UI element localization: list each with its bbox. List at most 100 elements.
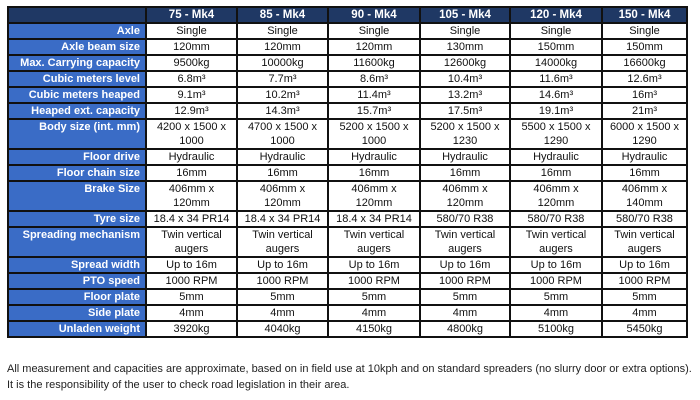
footnote-line-2: It is the responsibility of the user to … bbox=[7, 378, 350, 391]
footnote-line-1: All measurement and capacities are appro… bbox=[7, 363, 692, 375]
table-cell: 406mm x 120mm bbox=[509, 180, 603, 212]
table-cell: 5mm bbox=[601, 288, 688, 306]
table-cell: Twin vertical augers bbox=[601, 226, 688, 258]
table-row: Max. Carrying capacity 9500kg 10000kg 11600… bbox=[7, 54, 688, 72]
table-row: Floor drive Hydraulic Hydraulic Hydraulic Hy… bbox=[7, 148, 688, 166]
table-cell: Twin vertical augers bbox=[145, 226, 238, 258]
table-cell: 5mm bbox=[327, 288, 421, 306]
row-label: Axle bbox=[7, 22, 147, 40]
table-row: Cubic meters heaped 9.1m³ 10.2m³ 11.4m³ 13.2… bbox=[7, 86, 688, 104]
table-cell: 16m³ bbox=[601, 86, 688, 104]
table-cell: Up to 16m bbox=[509, 256, 603, 274]
table-cell: 406mm x 120mm bbox=[327, 180, 421, 212]
table-cell: 5mm bbox=[236, 288, 329, 306]
column-header: 85 - Mk4 bbox=[236, 6, 329, 24]
row-label: Brake Size bbox=[7, 180, 147, 212]
table-cell: 6.8m³ bbox=[145, 70, 238, 88]
table-cell: Hydraulic bbox=[601, 148, 688, 166]
row-label: Cubic meters level bbox=[7, 70, 147, 88]
table-row: Axle Single Single Single Single Single Single bbox=[7, 22, 688, 40]
column-header: 150 - Mk4 bbox=[601, 6, 688, 24]
table-cell: 17.5m³ bbox=[419, 102, 511, 120]
table-cell: 4700 x 1500 x 1000 bbox=[236, 118, 329, 150]
table-cell: 7.7m³ bbox=[236, 70, 329, 88]
table-cell: 9500kg bbox=[145, 54, 238, 72]
table-cell: 14.6m³ bbox=[509, 86, 603, 104]
table-cell: Up to 16m bbox=[236, 256, 329, 274]
row-label: Body size (int. mm) bbox=[7, 118, 147, 150]
row-label: Spreading mechanism bbox=[7, 226, 147, 258]
table-cell: Hydraulic bbox=[419, 148, 511, 166]
column-header: 75 - Mk4 bbox=[145, 6, 238, 24]
table-cell: 580/70 R38 bbox=[509, 210, 603, 228]
table-cell: 3920kg bbox=[145, 320, 238, 338]
table-cell: 120mm bbox=[327, 38, 421, 56]
row-label: Floor plate bbox=[7, 288, 147, 306]
table-cell: 120mm bbox=[145, 38, 238, 56]
table-row: Brake Size 406mm x 120mm 406mm x 120mm 406m… bbox=[7, 180, 688, 212]
table-cell: 16mm bbox=[145, 164, 238, 182]
spec-table: 75 - Mk4 85 - Mk4 90 - Mk4 105 - Mk4 120 - M… bbox=[7, 6, 688, 338]
table-cell: 15.7m³ bbox=[327, 102, 421, 120]
table-cell: Up to 16m bbox=[145, 256, 238, 274]
table-cell: 4800kg bbox=[419, 320, 511, 338]
table-row: PTO speed 1000 RPM 1000 RPM 1000 RPM 1000 RP… bbox=[7, 272, 688, 290]
table-cell: Single bbox=[419, 22, 511, 40]
table-cell: 1000 RPM bbox=[327, 272, 421, 290]
table-cell: 5200 x 1500 x 1000 bbox=[327, 118, 421, 150]
table-row: Spreading mechanism Twin vertical augers T… bbox=[7, 226, 688, 258]
table-cell: 11.6m³ bbox=[509, 70, 603, 88]
table-cell: 16mm bbox=[601, 164, 688, 182]
table-cell: Twin vertical augers bbox=[236, 226, 329, 258]
table-cell: 8.6m³ bbox=[327, 70, 421, 88]
table-row: Heaped ext. capacity 12.9m³ 14.3m³ 15.7m³ 17… bbox=[7, 102, 688, 120]
table-cell: 406mm x 120mm bbox=[145, 180, 238, 212]
table-cell: Hydraulic bbox=[509, 148, 603, 166]
table-cell: Single bbox=[145, 22, 238, 40]
table-cell: Single bbox=[509, 22, 603, 40]
table-cell: 16mm bbox=[327, 164, 421, 182]
table-cell: 11.4m³ bbox=[327, 86, 421, 104]
row-label: Floor chain size bbox=[7, 164, 147, 182]
table-cell: Twin vertical augers bbox=[327, 226, 421, 258]
table-cell: 18.4 x 34 PR14 bbox=[236, 210, 329, 228]
row-label: Cubic meters heaped bbox=[7, 86, 147, 104]
table-cell: 16600kg bbox=[601, 54, 688, 72]
table-cell: 580/70 R38 bbox=[601, 210, 688, 228]
table-cell: 4mm bbox=[419, 304, 511, 322]
row-label: Heaped ext. capacity bbox=[7, 102, 147, 120]
table-cell: 12.6m³ bbox=[601, 70, 688, 88]
row-label: Side plate bbox=[7, 304, 147, 322]
table-cell: 5mm bbox=[509, 288, 603, 306]
column-header: 120 - Mk4 bbox=[509, 6, 603, 24]
table-cell: Hydraulic bbox=[236, 148, 329, 166]
table-cell: 10000kg bbox=[236, 54, 329, 72]
table-cell: 4mm bbox=[601, 304, 688, 322]
row-label: Tyre size bbox=[7, 210, 147, 228]
table-cell: 1000 RPM bbox=[509, 272, 603, 290]
table-cell: 1000 RPM bbox=[236, 272, 329, 290]
table-cell: Up to 16m bbox=[601, 256, 688, 274]
table-cell: 406mm x 120mm bbox=[419, 180, 511, 212]
table-row: Floor chain size 16mm 16mm 16mm 16mm 16mm 16mm bbox=[7, 164, 688, 182]
row-label: Max. Carrying capacity bbox=[7, 54, 147, 72]
table-cell: 130mm bbox=[419, 38, 511, 56]
table-row: Side plate 4mm 4mm 4mm 4mm 4mm 4mm bbox=[7, 304, 688, 322]
footnote: All measurement and capacities are appro… bbox=[7, 362, 697, 393]
table-row: Body size (int. mm) 4200 x 1500 x 1000 470… bbox=[7, 118, 688, 150]
row-label: Floor drive bbox=[7, 148, 147, 166]
table-cell: 10.4m³ bbox=[419, 70, 511, 88]
table-cell: 1000 RPM bbox=[601, 272, 688, 290]
table-cell: 406mm x 140mm bbox=[601, 180, 688, 212]
table-row: Tyre size 18.4 x 34 PR14 18.4 x 34 PR14 18.… bbox=[7, 210, 688, 228]
table-cell: 406mm x 120mm bbox=[236, 180, 329, 212]
table-cell: 10.2m³ bbox=[236, 86, 329, 104]
table-cell: 14.3m³ bbox=[236, 102, 329, 120]
table-cell: 5100kg bbox=[509, 320, 603, 338]
table-cell: 13.2m³ bbox=[419, 86, 511, 104]
row-label: Axle beam size bbox=[7, 38, 147, 56]
table-cell: Twin vertical augers bbox=[509, 226, 603, 258]
table-cell: 5500 x 1500 x 1290 bbox=[509, 118, 603, 150]
table-cell: 6000 x 1500 x 1290 bbox=[601, 118, 688, 150]
table-row: Cubic meters level 6.8m³ 7.7m³ 8.6m³ 10.4m³ 1… bbox=[7, 70, 688, 88]
